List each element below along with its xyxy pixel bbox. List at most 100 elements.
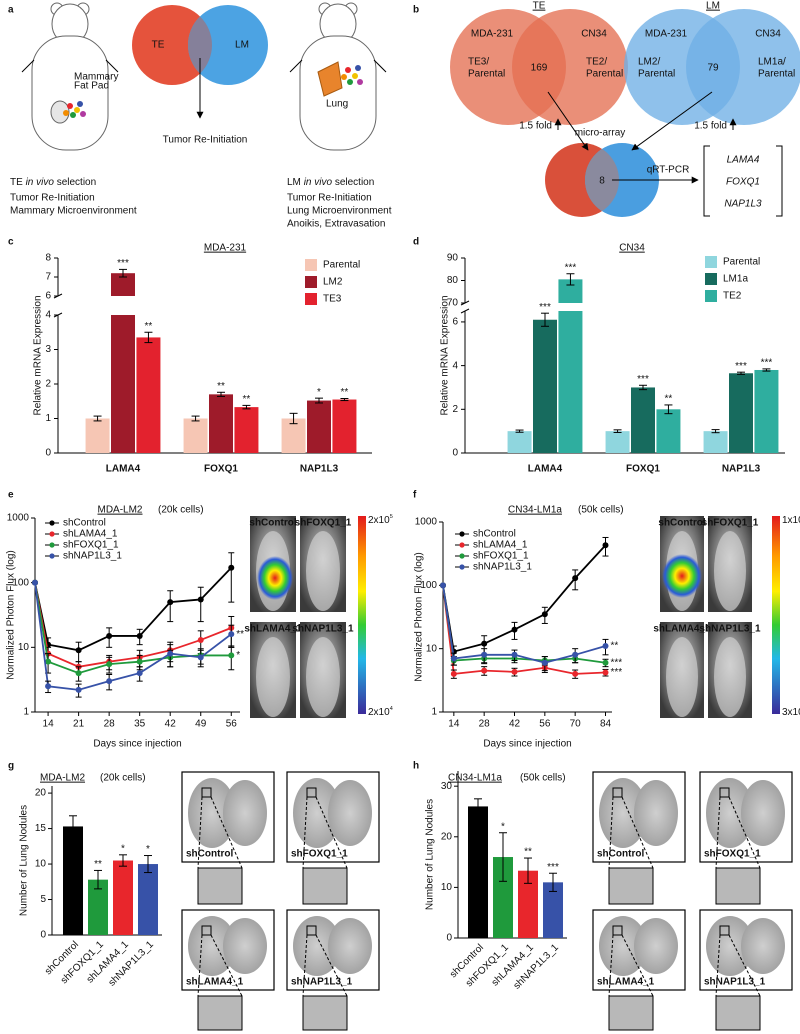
marker: [228, 652, 235, 659]
zoom-line: [302, 934, 308, 997]
significance: **: [217, 381, 225, 392]
y-tick-label: 10: [18, 642, 30, 653]
legend-swatch: [305, 259, 317, 271]
image-label: shLAMA4_1: [597, 977, 655, 988]
legend-label: shLAMA4_1: [63, 529, 118, 540]
x-tick-label: NAP1L3: [300, 464, 339, 475]
colorbar-label: 1x106: [782, 514, 800, 525]
bar: [656, 409, 681, 453]
image-label: shNAP1L3_1: [704, 977, 766, 988]
bar: [183, 418, 208, 453]
marker: [197, 596, 204, 603]
heading-part: LM: [287, 177, 301, 188]
gene: FOXQ1: [726, 177, 760, 188]
mouse-body: [306, 637, 340, 717]
venn-label: CN34: [581, 29, 607, 40]
heading: TE in vivo selection: [10, 177, 96, 188]
venn-overlap: 8: [599, 176, 605, 187]
y-tick-label: 10: [426, 643, 438, 654]
bracket: [703, 145, 783, 217]
image-label: shFOXQ1_1: [295, 518, 352, 529]
legend-label: TE2: [723, 291, 742, 302]
marker: [136, 632, 143, 639]
x-tick-label: 35: [134, 719, 146, 730]
image-label: shLAMA4_1: [186, 977, 244, 988]
significance: *: [236, 650, 240, 661]
significance: **: [611, 641, 619, 652]
legend-label: LM1a: [723, 274, 748, 285]
item: Tumor Re-Initiation: [10, 193, 95, 204]
heading-part: in vivo: [304, 177, 333, 188]
chart-title: MDA-LM2: [97, 505, 142, 516]
marker: [572, 670, 579, 677]
series-line: [34, 582, 232, 668]
mouse-body: [714, 531, 746, 611]
zoom-line: [608, 934, 614, 997]
bar: [111, 273, 135, 296]
legend-swatch: [705, 290, 717, 302]
inset-image: [608, 995, 654, 1031]
bar: [754, 369, 779, 453]
image-label: shNAP1L3_1: [292, 624, 354, 635]
marker: [541, 659, 548, 666]
legend-marker: [459, 531, 465, 537]
y-tick-label: 2: [452, 404, 458, 415]
x-tick-label: 84: [600, 719, 612, 730]
method: qRT-PCR: [647, 165, 690, 176]
y-tick-label: 1: [45, 413, 51, 424]
inset-image: [608, 867, 654, 905]
significance: *: [146, 844, 150, 855]
lung-section: [741, 780, 785, 846]
venn-title: LM: [706, 1, 720, 12]
legend-label: LM2: [323, 277, 343, 288]
x-tick-label: 70: [570, 719, 582, 730]
bar: [63, 826, 83, 935]
marker: [106, 678, 113, 685]
colorbar-label: 2x104: [368, 706, 393, 717]
bar: [729, 373, 753, 453]
y-axis-label: Number of Lung Nodules: [19, 805, 30, 916]
zoom-box: [719, 925, 730, 936]
zoom-line: [715, 934, 721, 997]
significance: **: [665, 394, 673, 405]
image-label: shControl: [249, 518, 296, 529]
x-tick-label: FOXQ1: [204, 464, 238, 475]
marker: [136, 670, 143, 677]
zoom-box: [612, 925, 623, 936]
y-tick-label: 3: [45, 344, 51, 355]
marker: [511, 651, 518, 658]
tumor-cells: [341, 65, 363, 85]
bar: [138, 864, 158, 935]
inset-image: [715, 995, 761, 1031]
series-line: [442, 585, 606, 675]
significance: *: [121, 843, 125, 854]
heading-part: TE: [10, 177, 23, 188]
image-label: shControl: [597, 849, 644, 860]
lung-section: [223, 918, 267, 974]
marker: [481, 651, 488, 658]
colorbar-label: 2x105: [368, 514, 393, 525]
panel-letter: h: [413, 761, 419, 772]
chart-subtitle: (50k cells): [578, 505, 624, 516]
bar: [507, 431, 532, 453]
inset-image: [715, 867, 761, 905]
mouse-body: [256, 637, 290, 717]
x-tick-label: NAP1L3: [722, 464, 761, 475]
x-tick-label: 14: [43, 719, 55, 730]
y-tick-label: 6: [45, 291, 51, 302]
significance: *: [317, 387, 321, 398]
y-tick-label: 15: [35, 823, 47, 834]
signal: [257, 556, 293, 600]
legend-marker: [49, 553, 55, 559]
chart-title: CN34: [619, 243, 645, 254]
bar: [209, 394, 233, 453]
y-axis-label: Normalized Photon Flux (log): [6, 550, 17, 680]
legend-swatch: [305, 276, 317, 288]
venn-label: Parental: [758, 69, 795, 80]
venn-label: MDA-231: [645, 29, 688, 40]
lung-section: [741, 918, 785, 974]
y-tick-label: 90: [447, 253, 459, 264]
venn-title: TE: [533, 1, 546, 12]
legend-label: shControl: [63, 518, 106, 529]
